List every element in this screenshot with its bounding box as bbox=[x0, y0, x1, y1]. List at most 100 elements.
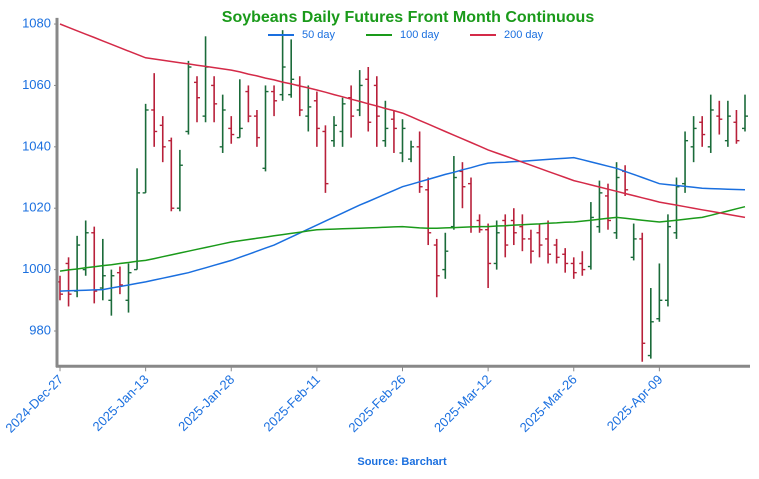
ma-line bbox=[59, 156, 746, 292]
legend-label: 200 day bbox=[504, 29, 544, 41]
ohlc-bar bbox=[562, 248, 569, 273]
ohlc-bar bbox=[348, 85, 355, 138]
ohlc-bar bbox=[65, 257, 72, 307]
ohlc-bar bbox=[450, 156, 457, 230]
ohlc-bar bbox=[408, 140, 415, 163]
ohlc-bar bbox=[134, 168, 141, 271]
ohlc-bar bbox=[673, 177, 680, 239]
ohlc-bar bbox=[742, 94, 748, 132]
ohlc-bar bbox=[296, 76, 303, 117]
ohlc-bar bbox=[219, 94, 226, 153]
ohlc-bar bbox=[596, 180, 603, 233]
ohlc-bar bbox=[527, 229, 534, 264]
ohlc-bar bbox=[664, 214, 671, 307]
ohlc-bar bbox=[630, 223, 637, 261]
ohlc-bar bbox=[553, 238, 560, 264]
y-tick-label: 1020 bbox=[22, 200, 51, 215]
ohlc-bar bbox=[82, 220, 89, 276]
ohlc-bar bbox=[142, 103, 149, 194]
ohlc-bar bbox=[485, 223, 492, 289]
ohlc-bar bbox=[185, 60, 192, 135]
ohlc-bar bbox=[519, 214, 526, 252]
ohlc-bar bbox=[151, 73, 158, 147]
x-tick-label: 2025-Jan-13 bbox=[90, 372, 152, 434]
ohlc-bar bbox=[313, 91, 320, 147]
ohlc-bar bbox=[253, 109, 260, 147]
x-tick-label: 2025-Apr-09 bbox=[604, 372, 666, 434]
ohlc-bar bbox=[211, 76, 218, 123]
ohlc-bar bbox=[716, 100, 723, 135]
ohlc-bar bbox=[202, 36, 209, 123]
ohlc-bar bbox=[416, 131, 423, 193]
ohlc-bar bbox=[399, 119, 406, 163]
ohlc-bar bbox=[468, 177, 474, 233]
y-tick-label: 1040 bbox=[22, 138, 51, 153]
ohlc-bar bbox=[510, 208, 517, 246]
ohlc-bar bbox=[587, 202, 594, 270]
ohlc-bar bbox=[159, 116, 166, 163]
ohlc-bar bbox=[168, 137, 175, 212]
ohlc-bar bbox=[476, 214, 483, 233]
ohlc-bar bbox=[699, 116, 706, 147]
ohlc-bar bbox=[733, 109, 740, 144]
ohlc-bar bbox=[91, 226, 98, 304]
y-tick-label: 1060 bbox=[22, 77, 51, 92]
ohlc-bar bbox=[288, 39, 295, 98]
x-tick-label: 2025-Mar-12 bbox=[431, 372, 494, 435]
ohlc-bar bbox=[236, 79, 243, 139]
ohlc-bar bbox=[356, 70, 363, 117]
ohlc-bar bbox=[390, 109, 397, 153]
ohlc-bar bbox=[579, 251, 586, 276]
ohlc-bar bbox=[425, 177, 432, 246]
ohlc-bar bbox=[125, 263, 132, 313]
ohlc-bar bbox=[99, 238, 106, 301]
ohlc-bar bbox=[228, 116, 235, 144]
x-tick-label: 2025-Jan-28 bbox=[175, 372, 237, 434]
ohlc-bar bbox=[271, 85, 278, 117]
ohlc-bar bbox=[536, 223, 543, 258]
ohlc-bar bbox=[108, 269, 115, 316]
ohlc-bar bbox=[365, 67, 372, 132]
legend-label: 100 day bbox=[400, 29, 440, 41]
x-tick-label: 2025-Feb-11 bbox=[260, 372, 323, 435]
ohlc-bar bbox=[279, 30, 286, 101]
ohlc-bar bbox=[433, 238, 440, 298]
legend-label: 50 day bbox=[302, 29, 336, 41]
ohlc-bar bbox=[74, 235, 81, 298]
y-tick-label: 1000 bbox=[22, 261, 51, 276]
ohlc-bar bbox=[613, 162, 620, 239]
ohlc-bar bbox=[373, 76, 380, 147]
source-note: Source: Barchart bbox=[357, 456, 447, 468]
ohlc-bar bbox=[322, 125, 329, 193]
ohlc-bar bbox=[245, 85, 252, 123]
x-tick-label: 2024-Dec-27 bbox=[2, 372, 66, 436]
ohlc-bar bbox=[647, 288, 654, 359]
ohlc-bar bbox=[502, 214, 509, 258]
ohlc-bar bbox=[339, 97, 346, 147]
ohlc-bar bbox=[331, 116, 337, 147]
ohlc-bar bbox=[493, 220, 500, 270]
ohlc-bar bbox=[639, 232, 646, 362]
ohlc-bar bbox=[656, 263, 663, 322]
ohlc-bar bbox=[682, 131, 689, 193]
y-tick-label: 1080 bbox=[22, 15, 51, 30]
x-tick-label: 2025-Mar-26 bbox=[517, 372, 580, 435]
ohlc-bar bbox=[605, 183, 611, 230]
x-tick-label: 2025-Feb-26 bbox=[345, 372, 408, 435]
y-tick-label: 980 bbox=[29, 322, 51, 337]
ohlc-bar bbox=[262, 85, 269, 172]
ma-line bbox=[59, 205, 746, 272]
ohlc-bar bbox=[194, 76, 200, 123]
ohlc-bar bbox=[570, 257, 577, 279]
ohlc-bar bbox=[690, 116, 697, 163]
ohlc-bar bbox=[545, 220, 552, 264]
ohlc-bar bbox=[724, 100, 731, 147]
ohlc-bar bbox=[442, 232, 449, 279]
ohlc-bar bbox=[116, 266, 123, 295]
ohlc-bar bbox=[707, 94, 714, 153]
ohlc-bar bbox=[176, 149, 183, 212]
chart-title: Soybeans Daily Futures Front Month Conti… bbox=[222, 9, 595, 26]
ohlc-bar bbox=[305, 85, 312, 132]
